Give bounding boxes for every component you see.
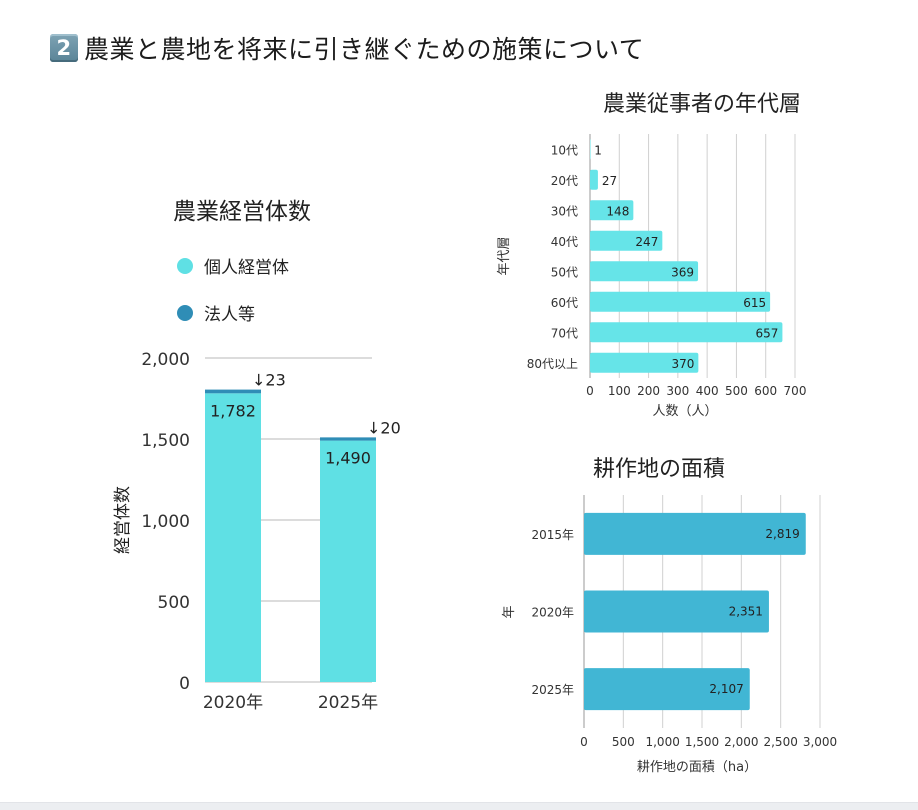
bar: [584, 590, 769, 633]
x-tick-label: 100: [608, 384, 631, 398]
bar: [584, 512, 806, 555]
y-tick-label: 50代: [551, 265, 578, 279]
y-tick-label: 1,000: [141, 512, 190, 532]
data-label: 2,351: [729, 605, 763, 619]
bar: [590, 139, 591, 160]
x-axis-label: 人数（人）: [652, 404, 717, 419]
y-tick-label: 2015年: [531, 528, 574, 542]
bar: [584, 668, 750, 711]
x-tick-label: 1,000: [645, 735, 679, 749]
data-label: 2,107: [709, 682, 743, 696]
data-label: 1,782: [210, 401, 256, 420]
data-label: 369: [671, 265, 694, 279]
x-tick-label: 0: [580, 735, 588, 749]
x-tick-label: 300: [666, 384, 689, 398]
chart-title: 農業経営体数: [173, 199, 311, 225]
legend-marker-individual: [177, 258, 193, 274]
x-tick-label: 2025年: [318, 693, 378, 713]
x-tick-label: 200: [637, 384, 660, 398]
bottom-scroll-edge: [0, 802, 918, 810]
bar: [590, 230, 663, 251]
bar-corporate: [320, 437, 376, 441]
x-tick-label: 2,000: [724, 735, 758, 749]
data-label: 1: [594, 143, 602, 157]
y-tick-label: 70代: [551, 326, 578, 340]
bar-individual: [205, 393, 261, 682]
x-tick-label: 500: [725, 384, 748, 398]
page-title: 2 農業と農地を将来に引き継ぐための施策について: [50, 30, 644, 66]
y-axis-label: 年: [502, 605, 517, 618]
y-tick-label: 40代: [551, 235, 578, 249]
y-tick-label: 20代: [551, 174, 578, 188]
data-label: 148: [606, 204, 629, 218]
corporate-label: ↓23: [252, 371, 286, 390]
x-axis-label: 耕作地の面積（ha）: [637, 759, 757, 775]
bar-individual: [320, 440, 376, 682]
bar-corporate: [205, 389, 261, 394]
bar: [590, 200, 634, 221]
x-tick-label: 2020年: [203, 693, 263, 713]
data-label: 1,490: [325, 449, 371, 468]
legend-label-individual: 個人経営体: [204, 258, 289, 278]
legend-label-corporate: 法人等: [204, 305, 255, 325]
x-tick-label: 3,000: [803, 735, 837, 749]
x-tick-label: 0: [586, 384, 594, 398]
data-label: 615: [743, 296, 766, 310]
x-tick-label: 400: [696, 384, 719, 398]
bar: [590, 291, 771, 312]
x-tick-label: 700: [784, 384, 807, 398]
data-label: 370: [671, 357, 694, 371]
y-tick-label: 0: [179, 674, 190, 694]
data-label: 2,819: [765, 527, 799, 541]
legend-marker-corporate: [177, 305, 193, 321]
page-title-text: 農業と農地を将来に引き継ぐための施策について: [84, 35, 645, 64]
chart-title: 耕作地の面積: [593, 457, 725, 482]
bar: [590, 322, 783, 343]
x-tick-label: 2,500: [763, 735, 797, 749]
data-label: 27: [602, 174, 617, 188]
section-number-badge: 2: [50, 34, 78, 62]
chart-title: 農業従事者の年代層: [603, 92, 801, 117]
data-label: 247: [635, 235, 658, 249]
y-tick-label: 500: [158, 593, 190, 613]
y-axis-label: 経営体数: [113, 486, 133, 554]
x-tick-label: 500: [612, 735, 635, 749]
y-tick-label: 2020年: [531, 606, 574, 620]
y-tick-label: 1,500: [141, 431, 190, 451]
data-label: 657: [756, 326, 779, 340]
bar: [590, 169, 598, 190]
y-tick-label: 60代: [551, 296, 578, 310]
corporate-label: ↓20: [367, 418, 401, 437]
x-tick-label: 600: [754, 384, 777, 398]
y-tick-label: 2,000: [141, 350, 190, 370]
y-tick-label: 2025年: [531, 683, 574, 697]
y-tick-label: 30代: [551, 204, 578, 218]
x-tick-label: 1,500: [685, 735, 719, 749]
y-axis-label: 年代層: [497, 236, 512, 275]
bar: [590, 261, 699, 282]
bar: [590, 352, 699, 373]
y-tick-label: 80代以上: [527, 357, 578, 371]
y-tick-label: 10代: [551, 143, 578, 157]
